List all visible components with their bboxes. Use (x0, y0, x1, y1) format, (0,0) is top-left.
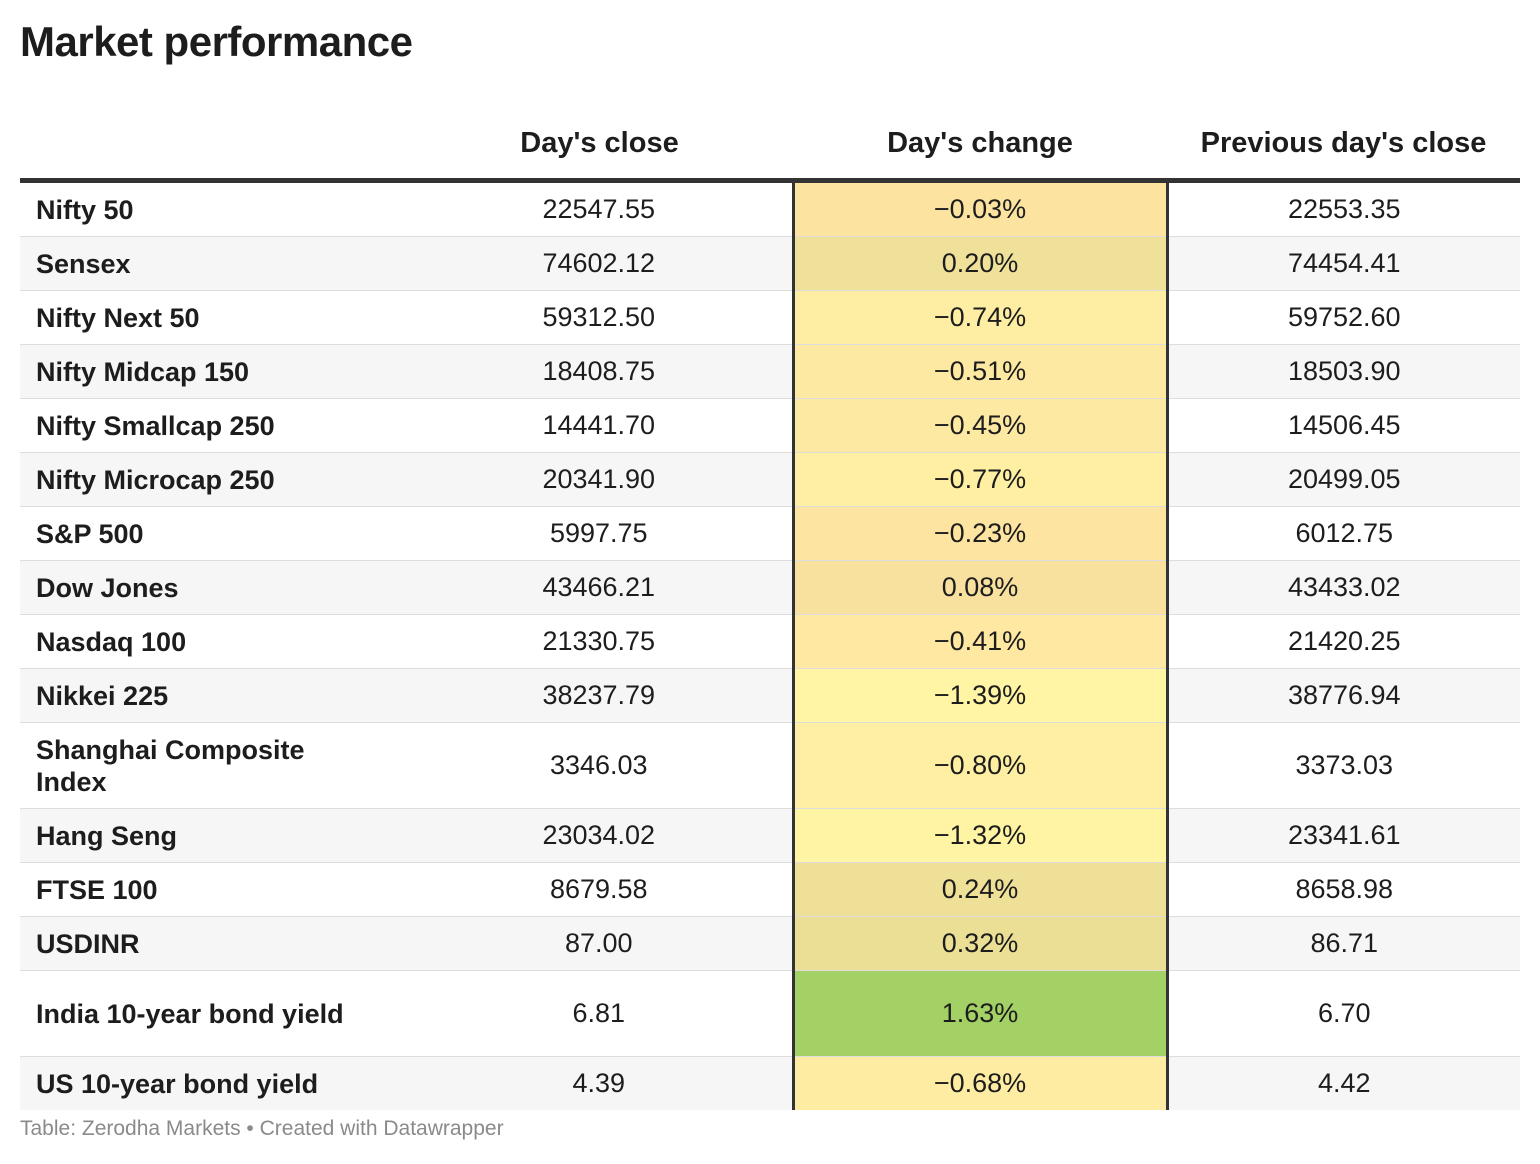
row-change: −0.03% (793, 180, 1169, 237)
row-close: 6.81 (406, 970, 795, 1057)
table-row: Nasdaq 100 21330.75 −0.41% 21420.25 (20, 614, 1520, 669)
row-name: Nifty Microcap 250 (20, 452, 406, 507)
row-name: Sensex (20, 236, 406, 291)
row-close: 43466.21 (406, 560, 795, 615)
row-change: −0.41% (793, 614, 1169, 669)
row-name: Hang Seng (20, 808, 406, 863)
table-row: Nifty Midcap 150 18408.75 −0.51% 18503.90 (20, 344, 1520, 399)
row-close: 8679.58 (406, 862, 795, 917)
row-name: Dow Jones (20, 560, 406, 615)
row-close: 14441.70 (406, 398, 795, 453)
row-prev-close: 38776.94 (1167, 668, 1520, 723)
table-row: S&P 500 5997.75 −0.23% 6012.75 (20, 506, 1520, 561)
row-change: 0.08% (793, 560, 1169, 615)
row-name: US 10-year bond yield (20, 1056, 406, 1110)
table-row: Sensex 74602.12 0.20% 74454.41 (20, 236, 1520, 291)
table-row: Dow Jones 43466.21 0.08% 43433.02 (20, 560, 1520, 615)
row-prev-close: 14506.45 (1167, 398, 1520, 453)
table-body: Nifty 50 22547.55 −0.03% 22553.35 Sensex 7460… (20, 180, 1520, 1110)
table-row: Nifty Smallcap 250 14441.70 −0.45% 14506.45 (20, 398, 1520, 453)
table-row: USDINR 87.00 0.32% 86.71 (20, 916, 1520, 971)
row-name: USDINR (20, 916, 406, 971)
row-prev-close: 59752.60 (1167, 290, 1520, 345)
header-change: Day's change (793, 108, 1167, 183)
table-row: Hang Seng 23034.02 −1.32% 23341.61 (20, 808, 1520, 863)
row-close: 3346.03 (406, 722, 795, 809)
row-name: Nifty Smallcap 250 (20, 398, 406, 453)
row-close: 4.39 (406, 1056, 795, 1110)
row-close: 59312.50 (406, 290, 795, 345)
table-row: Nifty Microcap 250 20341.90 −0.77% 20499.05 (20, 452, 1520, 507)
row-prev-close: 8658.98 (1167, 862, 1520, 917)
header-name (20, 108, 406, 183)
row-close: 23034.02 (406, 808, 795, 863)
row-prev-close: 6012.75 (1167, 506, 1520, 561)
header-close: Day's close (406, 108, 793, 183)
row-name: Nifty 50 (20, 180, 406, 237)
row-change: 0.24% (793, 862, 1169, 917)
row-prev-close: 4.42 (1167, 1056, 1520, 1110)
row-change: 0.32% (793, 916, 1169, 971)
row-change: −0.74% (793, 290, 1169, 345)
row-change: −1.39% (793, 668, 1169, 723)
header-row: Day's close Day's change Previous day's … (20, 108, 1520, 183)
page-title: Market performance (20, 18, 413, 65)
row-prev-close: 21420.25 (1167, 614, 1520, 669)
row-name: FTSE 100 (20, 862, 406, 917)
table-row: India 10-year bond yield 6.81 1.63% 6.70 (20, 970, 1520, 1057)
table-row: Nikkei 225 38237.79 −1.39% 38776.94 (20, 668, 1520, 723)
row-name: Shanghai Composite Index (20, 722, 406, 809)
table-row: Nifty 50 22547.55 −0.03% 22553.35 (20, 180, 1520, 237)
table-row: Nifty Next 50 59312.50 −0.74% 59752.60 (20, 290, 1520, 345)
row-prev-close: 23341.61 (1167, 808, 1520, 863)
row-close: 21330.75 (406, 614, 795, 669)
header-prev-close: Previous day's close (1167, 108, 1520, 183)
row-change: −0.23% (793, 506, 1169, 561)
row-change: −0.45% (793, 398, 1169, 453)
row-change: −0.51% (793, 344, 1169, 399)
row-prev-close: 22553.35 (1167, 180, 1520, 237)
row-change: −0.80% (793, 722, 1169, 809)
table-row: FTSE 100 8679.58 0.24% 8658.98 (20, 862, 1520, 917)
row-name: Nikkei 225 (20, 668, 406, 723)
row-close: 74602.12 (406, 236, 795, 291)
row-close: 38237.79 (406, 668, 795, 723)
row-change: −0.68% (793, 1056, 1169, 1110)
row-name: S&P 500 (20, 506, 406, 561)
row-prev-close: 20499.05 (1167, 452, 1520, 507)
row-name: Nasdaq 100 (20, 614, 406, 669)
row-close: 18408.75 (406, 344, 795, 399)
row-prev-close: 6.70 (1167, 970, 1520, 1057)
row-name: Nifty Midcap 150 (20, 344, 406, 399)
row-name: India 10-year bond yield (20, 970, 406, 1057)
row-change: −0.77% (793, 452, 1169, 507)
row-close: 20341.90 (406, 452, 795, 507)
row-close: 87.00 (406, 916, 795, 971)
source-footer: Table: Zerodha Markets • Created with Da… (20, 1117, 504, 1140)
table-header: Day's close Day's change Previous day's … (20, 108, 1520, 183)
row-name: Nifty Next 50 (20, 290, 406, 345)
row-change: 0.20% (793, 236, 1169, 291)
table-row: US 10-year bond yield 4.39 −0.68% 4.42 (20, 1056, 1520, 1110)
row-prev-close: 18503.90 (1167, 344, 1520, 399)
row-prev-close: 74454.41 (1167, 236, 1520, 291)
market-performance-table: Day's close Day's change Previous day's … (20, 108, 1520, 1110)
row-prev-close: 3373.03 (1167, 722, 1520, 809)
row-prev-close: 86.71 (1167, 916, 1520, 971)
row-change: 1.63% (793, 970, 1169, 1057)
row-prev-close: 43433.02 (1167, 560, 1520, 615)
row-change: −1.32% (793, 808, 1169, 863)
row-close: 22547.55 (406, 180, 795, 237)
row-close: 5997.75 (406, 506, 795, 561)
table-row: Shanghai Composite Index 3346.03 −0.80% 337… (20, 722, 1520, 809)
